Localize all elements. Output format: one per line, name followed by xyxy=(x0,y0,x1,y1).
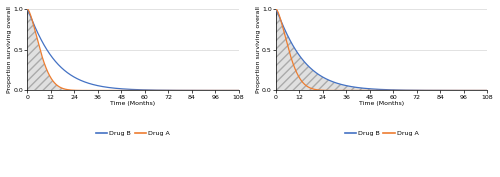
Y-axis label: Proportion surviving overall: Proportion surviving overall xyxy=(7,6,12,93)
Legend: Drug B, Drug A: Drug B, Drug A xyxy=(342,128,421,138)
Legend: Drug B, Drug A: Drug B, Drug A xyxy=(94,128,172,138)
Y-axis label: Proportion surviving overall: Proportion surviving overall xyxy=(256,6,260,93)
X-axis label: Time (Months): Time (Months) xyxy=(110,101,156,106)
X-axis label: Time (Months): Time (Months) xyxy=(359,101,404,106)
